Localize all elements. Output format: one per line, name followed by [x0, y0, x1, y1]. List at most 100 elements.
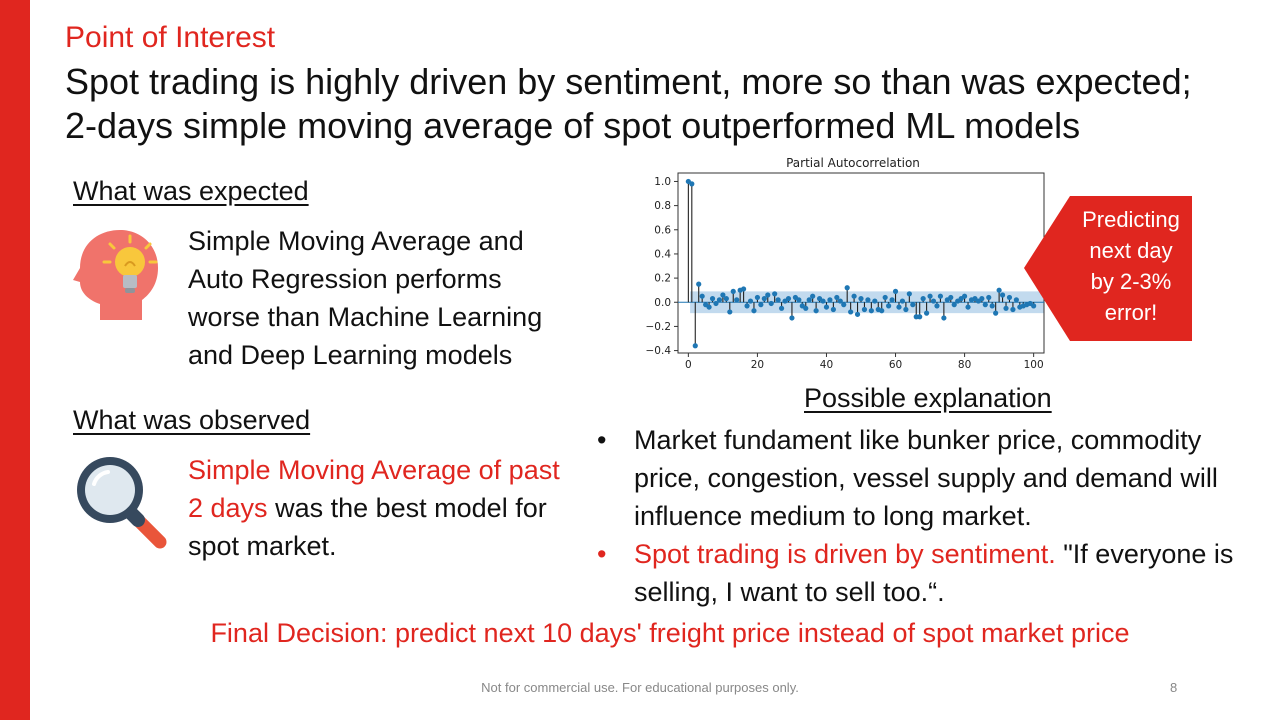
pacf-point	[906, 291, 912, 297]
callout-arrow	[1024, 196, 1192, 341]
slide-headline: Spot trading is highly driven by sentime…	[65, 60, 1245, 148]
pacf-point	[706, 304, 712, 310]
pacf-point	[986, 294, 992, 301]
y-tick-label: 0.4	[654, 248, 671, 260]
callout-line: Predicting	[1082, 207, 1180, 232]
pacf-point	[778, 305, 785, 311]
pacf-point	[937, 293, 944, 299]
pacf-point	[741, 286, 747, 292]
y-tick-label: −0.4	[646, 345, 672, 357]
pacf-point	[903, 306, 909, 313]
pacf-point	[837, 298, 843, 304]
pacf-point	[761, 296, 767, 302]
pacf-point	[989, 303, 995, 309]
expected-heading: What was expected	[73, 176, 309, 206]
pacf-point	[689, 181, 695, 187]
page-number: 8	[1170, 680, 1178, 695]
x-tick-label: 20	[751, 359, 764, 371]
pacf-point	[899, 298, 906, 304]
pacf-point	[754, 294, 761, 301]
bullet-highlight: Spot trading is driven by sentiment.	[634, 539, 1056, 569]
pacf-point	[713, 300, 719, 307]
pacf-point	[917, 314, 923, 320]
pacf-point	[813, 308, 819, 314]
slide-kicker: Point of Interest	[65, 21, 276, 54]
pacf-point	[810, 293, 816, 299]
pacf-point	[803, 305, 809, 311]
expected-line: Simple Moving Average and	[188, 226, 524, 256]
pacf-point	[920, 296, 926, 302]
pacf-point	[820, 298, 826, 304]
pacf-point	[727, 309, 733, 315]
pacf-point	[720, 292, 726, 298]
left-accent-bar	[0, 0, 30, 720]
pacf-point	[948, 294, 954, 301]
pacf-point	[982, 302, 988, 308]
pacf-point	[861, 306, 868, 313]
pacf-point	[696, 281, 702, 287]
pacf-point	[879, 308, 885, 314]
headline-line-2: 2-days simple moving average of spot out…	[65, 105, 1081, 146]
pacf-point	[772, 291, 778, 297]
pacf-point	[758, 302, 764, 308]
pacf-point	[730, 288, 736, 294]
observed-line-1: Simple Moving Average of past	[188, 455, 560, 485]
pacf-point	[744, 303, 750, 309]
pacf-point	[841, 302, 847, 308]
pacf-point	[996, 287, 1002, 293]
bullet-text: "If everyone is selling, I want to sell …	[634, 539, 1234, 607]
y-tick-label: 1.0	[654, 176, 671, 188]
x-tick-label: 0	[685, 359, 692, 371]
x-tick-label: 80	[958, 359, 971, 371]
bullet-dot: •	[597, 425, 607, 455]
pacf-point	[699, 293, 705, 299]
pacf-point	[934, 303, 940, 309]
pacf-point	[765, 292, 771, 298]
pacf-point	[823, 304, 830, 310]
y-tick-label: 0.6	[654, 224, 671, 236]
explanation-heading: Possible explanation	[804, 383, 1052, 413]
pacf-point	[865, 297, 871, 303]
observed-line-3: spot market.	[188, 531, 337, 561]
callout-text: Predicting next day by 2-3% error!	[1070, 204, 1192, 328]
plot-frame	[677, 172, 1045, 354]
observed-heading: What was observed	[73, 405, 311, 435]
expected-line: worse than Machine Learning	[188, 302, 543, 332]
callout-line: by 2-3%	[1090, 269, 1172, 294]
pacf-point	[993, 310, 999, 316]
explanation-list: • Market fundament like bunker price, co…	[597, 421, 1237, 611]
pacf-point	[868, 308, 874, 314]
pacf-point	[924, 310, 930, 316]
pacf-point	[844, 285, 850, 291]
pacf-point	[734, 297, 740, 303]
pacf-point	[965, 304, 971, 310]
pacf-point	[830, 306, 836, 313]
pacf-point	[1010, 306, 1016, 313]
pacf-point	[886, 303, 892, 309]
magnifier-icon	[77, 457, 167, 549]
pacf-point	[854, 311, 861, 317]
bullet-dot: •	[597, 539, 607, 569]
pacf-point	[889, 297, 895, 303]
pacf-point	[747, 298, 754, 304]
pacf-chart: Partial Autocorrelation 0 20 40 60 80 100 1.0 0…	[646, 156, 1045, 371]
pacf-point	[951, 302, 957, 308]
pacf-point	[999, 292, 1006, 298]
callout-line: next day	[1089, 238, 1173, 263]
pacf-point	[751, 308, 757, 314]
observed-highlight: 2 days	[188, 493, 268, 523]
pacf-point	[927, 293, 933, 299]
observed-line-2-rest: was the best model for	[267, 493, 547, 523]
pacf-point	[892, 288, 899, 294]
observed-line-2: 2 days was the best model for	[188, 489, 560, 527]
pacf-point	[882, 294, 888, 301]
pacf-point	[1031, 303, 1037, 309]
pacf-point	[872, 298, 878, 304]
footer-disclaimer: Not for commercial use. For educational …	[481, 680, 799, 695]
x-tick-label: 40	[820, 359, 833, 371]
observed-text: Simple Moving Average of past 2 days was…	[188, 451, 560, 565]
pacf-point	[1013, 297, 1019, 303]
pacf-point	[979, 296, 985, 302]
x-tick-label: 100	[1024, 359, 1044, 371]
pacf-point	[1006, 294, 1013, 301]
